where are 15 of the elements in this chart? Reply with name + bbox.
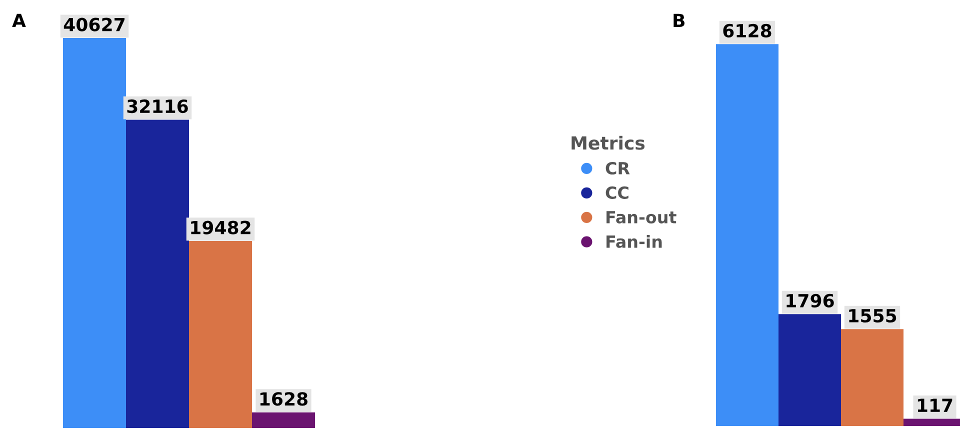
legend-label: CC	[606, 186, 628, 200]
legend-title: Metrics	[572, 136, 645, 150]
legend-label: CR	[606, 162, 630, 175]
chart-title: B	[674, 14, 684, 27]
data-label: 1628	[260, 392, 308, 406]
data-label: 117	[918, 398, 952, 412]
legend-label: Fan-in	[606, 235, 662, 248]
data-label: 40627	[64, 18, 124, 32]
data-label: 19482	[191, 220, 250, 234]
data-label: 6128	[723, 24, 772, 38]
legend-label: Fan-out	[606, 211, 676, 224]
data-label: 32116	[127, 99, 188, 114]
data-label: 1555	[849, 309, 896, 323]
chart-title: A	[12, 14, 26, 27]
data-label: 1796	[786, 294, 834, 308]
